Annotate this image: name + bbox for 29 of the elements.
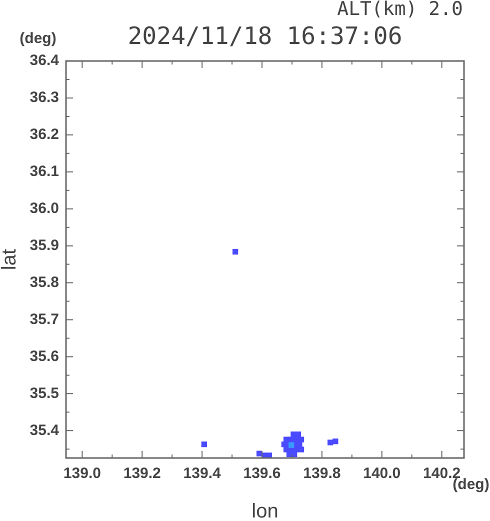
text: (deg) xyxy=(20,30,56,48)
x-tick-label: 139.4 xyxy=(183,465,222,482)
chart-title: 2024/11/18 16:37:06 xyxy=(128,22,402,50)
x-tick-label: 140.0 xyxy=(363,465,401,482)
y-tick-label: 36.3 xyxy=(30,89,59,106)
point xyxy=(332,438,338,444)
y-tick-label: 35.9 xyxy=(30,236,59,254)
y-tick-label: 35.4 xyxy=(30,422,60,439)
x-tick-label: 139.6 xyxy=(243,465,281,482)
y-tick-label: 36.2 xyxy=(30,126,59,144)
y-tick-label: 35.5 xyxy=(30,384,59,402)
y-tick-label: 35.6 xyxy=(30,348,59,365)
y-tick-label: 35.8 xyxy=(30,274,59,291)
point xyxy=(288,442,294,448)
x-tick-label: 139.0 xyxy=(63,465,101,482)
y-tick-label: 35.7 xyxy=(30,310,59,328)
y-axis-title: lat xyxy=(0,248,21,270)
y-tick-label: 36.4 xyxy=(30,52,60,70)
point xyxy=(201,441,207,448)
text: ALT(km) 2.0 xyxy=(337,0,463,20)
y-tick-label: 36.1 xyxy=(30,163,59,180)
y-tick-label: 36.0 xyxy=(30,200,59,217)
x-tick-label: 139.8 xyxy=(303,465,341,482)
point xyxy=(298,446,304,452)
point xyxy=(232,248,238,255)
x-tick-label: 139.2 xyxy=(123,465,161,482)
x-axis-title: lon xyxy=(252,500,278,521)
point xyxy=(328,440,334,446)
point xyxy=(256,450,262,456)
